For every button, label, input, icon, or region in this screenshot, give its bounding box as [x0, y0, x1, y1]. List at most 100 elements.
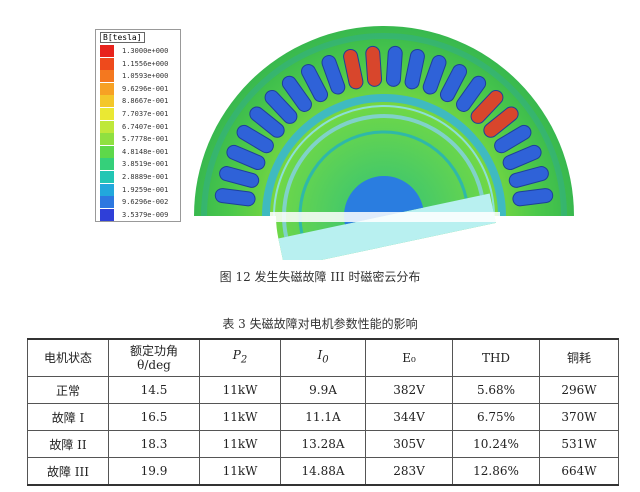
air-gap-ring — [262, 94, 506, 217]
header-e0: E₀ — [365, 338, 453, 377]
legend-entry: 3.5379e-009 — [100, 208, 178, 221]
legend-swatch — [100, 70, 114, 83]
cell: 10.24% — [452, 430, 540, 458]
stator-slot — [226, 144, 266, 171]
stator-slot — [404, 48, 425, 90]
stator-slot — [300, 64, 329, 103]
stator-slot — [214, 188, 256, 207]
legend-value: 5.7778e-001 — [122, 135, 169, 144]
header-i0-base: I — [317, 348, 323, 363]
legend-value: 4.8148e-001 — [122, 147, 169, 156]
header-p2-base: P — [232, 348, 241, 363]
stator-slot — [385, 45, 403, 87]
table-caption: 表 3 失磁故障对电机参数性能的影响 — [222, 317, 418, 331]
stator-slot — [219, 166, 260, 188]
cell: 故障 III — [27, 457, 109, 486]
legend-value: 1.3000e+000 — [122, 47, 169, 55]
legend-swatch — [100, 82, 114, 95]
legend-entry: 4.8148e-001 — [100, 145, 178, 158]
table-row: 故障 II 18.3 11kW 13.28A 305V 10.24% 531W — [27, 430, 619, 458]
cell: 16.5 — [108, 403, 200, 431]
header-angle-line1: 额定功角 — [129, 344, 178, 358]
header-thd: THD — [452, 338, 540, 377]
header-state: 电机状态 — [27, 338, 109, 377]
legend-swatch — [100, 145, 114, 158]
header-angle: 额定功角 θ/deg — [108, 338, 200, 377]
stator-slot — [365, 45, 383, 87]
motor-cross-section-plot — [194, 26, 574, 268]
legend-swatch — [100, 158, 114, 171]
shaft-strip — [270, 212, 500, 222]
colorbar-legend: B[tesla] 1.3000e+000 1.1556e+000 1.0593e+0… — [95, 29, 181, 222]
cell: 370W — [539, 403, 619, 431]
stator-slot — [321, 55, 346, 95]
cell: 305V — [365, 430, 453, 458]
legend-value: 6.7407e-001 — [122, 122, 169, 131]
stator-slot — [483, 106, 519, 138]
stator-slot — [456, 75, 487, 112]
motor-parameter-table: 电机状态 额定功角 θ/deg P2 I0 E₀ THD 铜耗 正常 14.5 … — [27, 338, 619, 486]
header-p2: P2 — [199, 338, 281, 377]
stator-slot — [343, 48, 364, 90]
legend-value: 9.6296e-001 — [122, 84, 169, 93]
table-row: 故障 I 16.5 11kW 11.1A 344V 6.75% 370W — [27, 403, 619, 431]
legend-value: 1.9259e-001 — [122, 185, 169, 194]
legend-swatch — [100, 95, 114, 108]
cell: 11kW — [199, 430, 281, 458]
stator-slot — [281, 75, 312, 112]
legend-entry: 9.6296e-002 — [100, 196, 178, 209]
stator-slot — [494, 124, 532, 154]
cell: 18.3 — [108, 430, 200, 458]
cell: 5.68% — [452, 376, 540, 404]
header-i0-sub: 0 — [322, 354, 329, 366]
header-copper-loss: 铜耗 — [539, 338, 619, 377]
legend-value: 7.7037e-001 — [122, 110, 169, 118]
legend-entry: 1.9259e-001 — [100, 183, 178, 196]
legend-entry: 1.1556e+000 — [100, 57, 178, 70]
legend-entry: 8.8667e-001 — [100, 95, 178, 108]
cell: 19.9 — [108, 457, 200, 486]
legend-value: 8.8667e-001 — [122, 97, 169, 106]
cell: 故障 II — [27, 430, 109, 458]
legend-swatch — [100, 45, 114, 57]
cell: 11kW — [199, 403, 281, 431]
legend-swatch — [100, 133, 114, 146]
stator-slots — [214, 45, 554, 207]
cell: 664W — [539, 457, 619, 486]
legend-entry: 2.8889e-001 — [100, 171, 178, 183]
table-header-row: 电机状态 额定功角 θ/deg P2 I0 E₀ THD 铜耗 — [27, 338, 619, 377]
stator-slot — [439, 64, 468, 103]
cell: 531W — [539, 430, 619, 458]
cell: 12.86% — [452, 457, 540, 486]
legend-entry: 3.8519e-001 — [100, 158, 178, 171]
stator-slot — [422, 55, 447, 95]
cell: 296W — [539, 376, 619, 404]
legend-value: 2.8889e-001 — [122, 173, 169, 181]
legend-value: 1.0593e+000 — [122, 72, 169, 81]
cell: 283V — [365, 457, 453, 486]
legend-swatch — [100, 120, 114, 133]
header-i0: I0 — [280, 338, 366, 377]
legend-entry: 9.6296e-001 — [100, 82, 178, 95]
legend-value: 3.5379e-009 — [122, 210, 169, 219]
legend-swatch — [100, 208, 114, 221]
legend-swatch — [100, 57, 114, 70]
header-angle-line2: θ/deg — [137, 358, 171, 372]
cell: 正常 — [27, 376, 109, 404]
legend-value: 1.1556e+000 — [122, 59, 169, 68]
stator-slot — [264, 90, 298, 124]
table-row: 故障 III 19.9 11kW 14.88A 283V 12.86% 664W — [27, 457, 619, 486]
legend-value: 3.8519e-001 — [122, 160, 169, 169]
stator-slot — [512, 188, 554, 207]
cell: 14.5 — [108, 376, 200, 404]
cell: 14.88A — [280, 457, 366, 486]
air-gap-inner — [273, 105, 495, 217]
stator-slot — [508, 166, 549, 188]
legend-value: 9.6296e-002 — [122, 198, 169, 207]
legend-swatch — [100, 183, 114, 196]
legend-entry: 6.7407e-001 — [100, 120, 178, 133]
legend-swatch — [100, 196, 114, 209]
stator-slot — [470, 90, 504, 124]
cell: 13.28A — [280, 430, 366, 458]
cell: 344V — [365, 403, 453, 431]
